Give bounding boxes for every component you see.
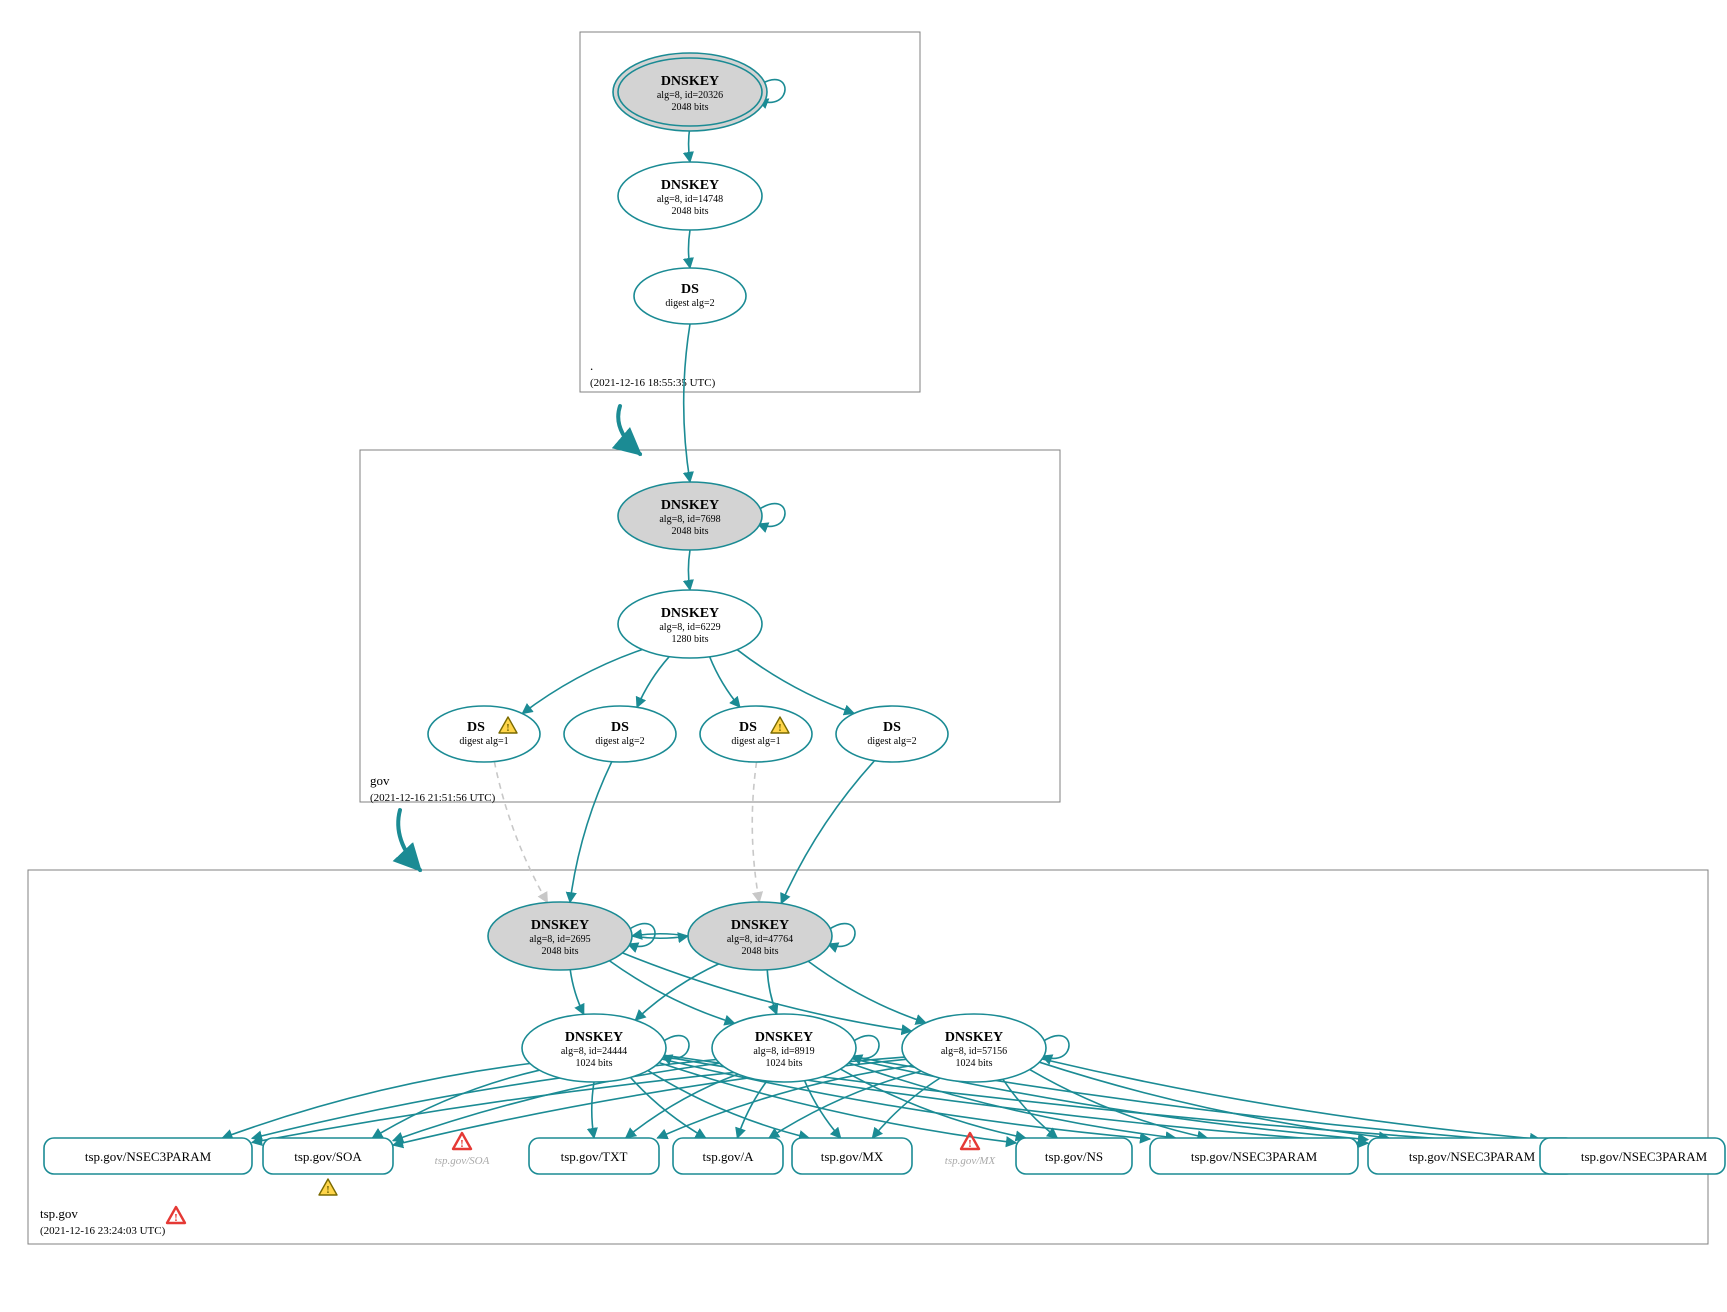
edge xyxy=(737,1081,767,1138)
node-title: DNSKEY xyxy=(661,498,719,513)
edge xyxy=(767,970,777,1014)
node-title: DNSKEY xyxy=(565,1030,623,1045)
edge xyxy=(570,970,584,1015)
delegation-arrow xyxy=(398,810,420,870)
edge xyxy=(632,934,688,936)
svg-text:!: ! xyxy=(174,1212,178,1224)
node-subtext: digest alg=2 xyxy=(595,736,644,747)
rrset-label: tsp.gov/TXT xyxy=(561,1149,628,1164)
edge xyxy=(737,650,854,714)
edge xyxy=(635,964,718,1020)
zone-label: . xyxy=(590,358,593,373)
node-subtext: 2048 bits xyxy=(542,946,579,957)
node-subtext: alg=8, id=2695 xyxy=(529,934,590,945)
dnssec-diagram: . (2021-12-16 18:55:35 UTC) gov (2021-12-16… xyxy=(0,0,1727,1312)
edge xyxy=(632,936,688,938)
node-title: DS xyxy=(681,282,699,297)
node-subtext: 2048 bits xyxy=(672,526,709,537)
node-subtext: digest alg=2 xyxy=(665,298,714,309)
node-subtext: alg=8, id=57156 xyxy=(941,1046,1007,1057)
node-subtext: 2048 bits xyxy=(672,206,709,217)
node-subtext: alg=8, id=20326 xyxy=(657,90,723,101)
zone-timestamp: (2021-12-16 21:51:56 UTC) xyxy=(370,792,496,804)
zone-error-icon: ! xyxy=(167,1207,185,1224)
zone-label: tsp.gov xyxy=(40,1206,78,1221)
node-subtext: alg=8, id=24444 xyxy=(561,1046,627,1057)
rrset-label: tsp.gov/A xyxy=(703,1149,755,1164)
edge-dashed xyxy=(752,762,759,902)
edge xyxy=(222,1064,530,1138)
node-title: DNSKEY xyxy=(661,74,719,89)
node-subtext: alg=8, id=6229 xyxy=(659,622,720,633)
node-title: DNSKEY xyxy=(755,1030,813,1045)
rrset-error-icon: ! xyxy=(453,1133,471,1150)
svg-text:!: ! xyxy=(778,722,782,734)
node-title: DS xyxy=(467,720,485,735)
rrset-label: tsp.gov/NSEC3PARAM xyxy=(1191,1149,1318,1164)
svg-text:!: ! xyxy=(506,722,510,734)
edge xyxy=(684,324,690,482)
edge xyxy=(637,657,669,708)
edge xyxy=(1039,1062,1389,1138)
node-subtext: digest alg=1 xyxy=(731,736,780,747)
node-title: DS xyxy=(611,720,629,735)
rrset-label: tsp.gov/NS xyxy=(1045,1149,1103,1164)
node-title: DNSKEY xyxy=(731,918,789,933)
edge xyxy=(710,657,740,707)
node-subtext: 1024 bits xyxy=(956,1058,993,1069)
rrset-label: tsp.gov/SOA xyxy=(294,1149,362,1164)
edge-dashed xyxy=(494,762,547,903)
node-subtext: 1024 bits xyxy=(576,1058,613,1069)
svg-text:!: ! xyxy=(326,1184,330,1196)
node-subtext: alg=8, id=7698 xyxy=(659,514,720,525)
zone-label: gov xyxy=(370,773,390,788)
node-subtext: 2048 bits xyxy=(672,102,709,113)
edge xyxy=(522,649,642,713)
node-subtext: 1280 bits xyxy=(672,634,709,645)
node-subtext: digest alg=1 xyxy=(459,736,508,747)
node-subtext: alg=8, id=47764 xyxy=(727,934,793,945)
rrset-label: tsp.gov/NSEC3PARAM xyxy=(1581,1149,1708,1164)
edge xyxy=(688,230,690,268)
node-subtext: alg=8, id=8919 xyxy=(753,1046,814,1057)
edge xyxy=(609,961,734,1024)
edge xyxy=(592,1082,594,1138)
edge xyxy=(372,1070,539,1138)
edge xyxy=(808,961,926,1023)
node-title: DNSKEY xyxy=(661,178,719,193)
rrset-warning-icon: ! xyxy=(319,1179,337,1196)
rrset-label: tsp.gov/MX xyxy=(821,1149,884,1164)
edge xyxy=(781,761,874,904)
zone-timestamp: (2021-12-16 23:24:03 UTC) xyxy=(40,1225,166,1237)
rrset-label: tsp.gov/NSEC3PARAM xyxy=(85,1149,212,1164)
node-subtext: 2048 bits xyxy=(742,946,779,957)
zone-box xyxy=(28,870,1708,1244)
node-title: DNSKEY xyxy=(945,1030,1003,1045)
node-title: DNSKEY xyxy=(531,918,589,933)
node-subtext: 1024 bits xyxy=(766,1058,803,1069)
rrset-missing-label: tsp.gov/SOA xyxy=(435,1155,490,1167)
edge xyxy=(570,762,612,903)
node-subtext: alg=8, id=14748 xyxy=(657,194,723,205)
rrset-label: tsp.gov/NSEC3PARAM xyxy=(1409,1149,1536,1164)
rrset-missing-label: tsp.gov/MX xyxy=(945,1155,997,1167)
zone-timestamp: (2021-12-16 18:55:35 UTC) xyxy=(590,377,716,389)
node-title: DNSKEY xyxy=(661,606,719,621)
node-title: DS xyxy=(883,720,901,735)
svg-text:!: ! xyxy=(460,1138,464,1150)
svg-text:!: ! xyxy=(968,1138,972,1150)
delegation-arrow xyxy=(618,406,640,454)
node-title: DS xyxy=(739,720,757,735)
node-subtext: digest alg=2 xyxy=(867,736,916,747)
edge xyxy=(688,550,690,590)
